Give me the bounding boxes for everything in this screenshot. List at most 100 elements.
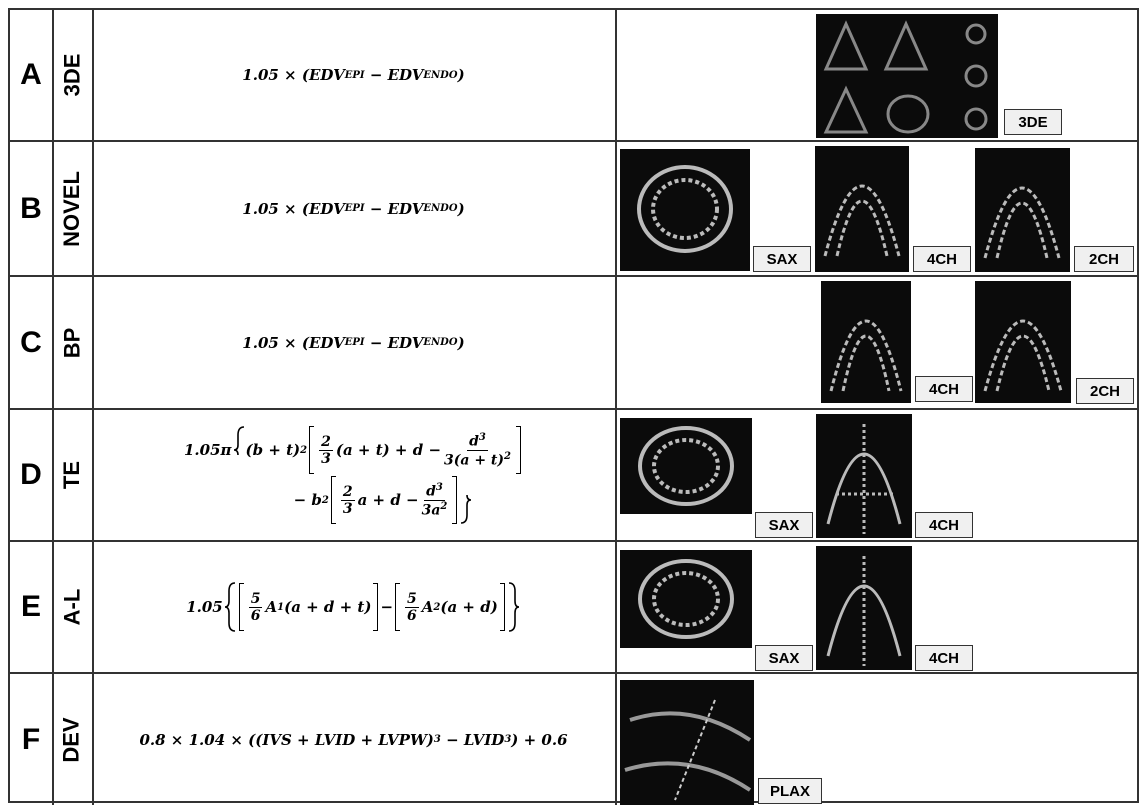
formula-part: 2: [300, 445, 307, 456]
layout: [831, 321, 901, 391]
formula-part: a + d −: [358, 491, 419, 509]
layout: [997, 336, 1049, 391]
formula-part: (a + d): [440, 598, 497, 616]
layout: [225, 583, 235, 631]
formula-part: ): [458, 334, 465, 352]
layout: [985, 321, 1061, 391]
formula-part: 5: [249, 591, 263, 608]
layout: [516, 426, 521, 474]
echo-image: [975, 281, 1071, 403]
method: A-L: [59, 589, 85, 626]
layout: [625, 713, 750, 790]
layout: [828, 424, 900, 534]
layout: [831, 321, 901, 391]
formula-part: − EDV: [365, 334, 424, 352]
formula-part: ENDO: [423, 70, 457, 81]
formula-part: 3: [343, 501, 353, 517]
method: BP: [59, 327, 85, 358]
layout: [653, 180, 717, 238]
layout: 0.8 × 1.04 × ((IVS + LVID + LVPW)3 − LVI…: [139, 731, 567, 749]
formula-part: (a + t) + d −: [336, 441, 441, 459]
row: D TE 1.05π(b + t)223(a + t) + d −d33(a +…: [10, 410, 1137, 542]
formula-part: d: [426, 484, 436, 500]
layout: d33(a + t)2: [444, 432, 511, 468]
layout: [888, 96, 928, 132]
echo-image: [620, 550, 752, 648]
echo-image: [620, 149, 750, 271]
layout: [654, 573, 718, 625]
formula-part: 1.05 × (EDV: [242, 334, 344, 352]
layout: [975, 281, 1071, 403]
layout: [500, 583, 505, 631]
layout: NOVEL: [52, 142, 94, 275]
layout: [509, 583, 519, 631]
layout: 3(a + t)2: [444, 451, 511, 469]
layout: [461, 495, 471, 523]
formula-part: 2: [322, 495, 329, 506]
echo-image: [975, 148, 1070, 272]
layout: [821, 281, 911, 403]
layout: TE: [52, 410, 94, 540]
layout: [985, 321, 1061, 391]
method: NOVEL: [59, 171, 85, 247]
layout: [620, 680, 754, 805]
formula-part: d: [469, 434, 479, 450]
formula-part: − b: [294, 491, 322, 509]
layout: [826, 24, 986, 132]
layout: [816, 546, 912, 670]
layout: [815, 146, 909, 272]
formula-part: 2: [319, 434, 333, 451]
layout: 3DE: [52, 10, 94, 140]
layout: [966, 109, 986, 129]
formula-part: (a + d + t): [284, 598, 371, 616]
formula-part: A: [265, 598, 277, 616]
formula: 1.05 × (EDVEPI − EDVENDO): [92, 277, 617, 408]
layout: [826, 89, 866, 132]
image-label: 4CH: [915, 376, 973, 402]
formula-part: EPI: [345, 70, 365, 81]
formula-part: 2: [341, 484, 355, 501]
layout: BP: [52, 277, 94, 408]
formula-part: 1.05 × (EDV: [242, 66, 344, 84]
layout: [232, 425, 246, 475]
formula-part: 6: [251, 608, 261, 624]
formula-part: (b + t): [246, 441, 301, 459]
formula-part: ): [458, 200, 465, 218]
formula-part: ): [458, 66, 465, 84]
formula-part: 2: [433, 602, 440, 613]
layout: [825, 186, 899, 256]
image-label: 4CH: [915, 512, 973, 538]
layout: [640, 561, 732, 637]
layout: [630, 713, 750, 740]
row: C BP 1.05 × (EDVEPI − EDVENDO) 4CH 2CH: [10, 277, 1137, 410]
letter: B: [10, 142, 54, 275]
letter: A: [10, 10, 54, 140]
formula-part: 5: [405, 591, 419, 608]
formula-part: 1.05π: [184, 441, 232, 459]
layout: [309, 426, 314, 474]
layout: [828, 454, 900, 524]
layout: [886, 24, 926, 69]
letter: E: [10, 542, 54, 672]
layout: [459, 475, 473, 525]
formula-part: ENDO: [423, 203, 457, 214]
row: F DEV 0.8 × 1.04 × ((IVS + LVID + LVPW)3…: [10, 674, 1137, 805]
layout: [373, 583, 378, 631]
layout: [985, 188, 1059, 258]
layout: d3: [424, 482, 445, 501]
echo-image: [816, 14, 998, 138]
image-label: 4CH: [913, 246, 971, 272]
formula-part: EPI: [345, 337, 365, 348]
formula-part: ENDO: [423, 337, 457, 348]
echo-image: [815, 146, 909, 272]
